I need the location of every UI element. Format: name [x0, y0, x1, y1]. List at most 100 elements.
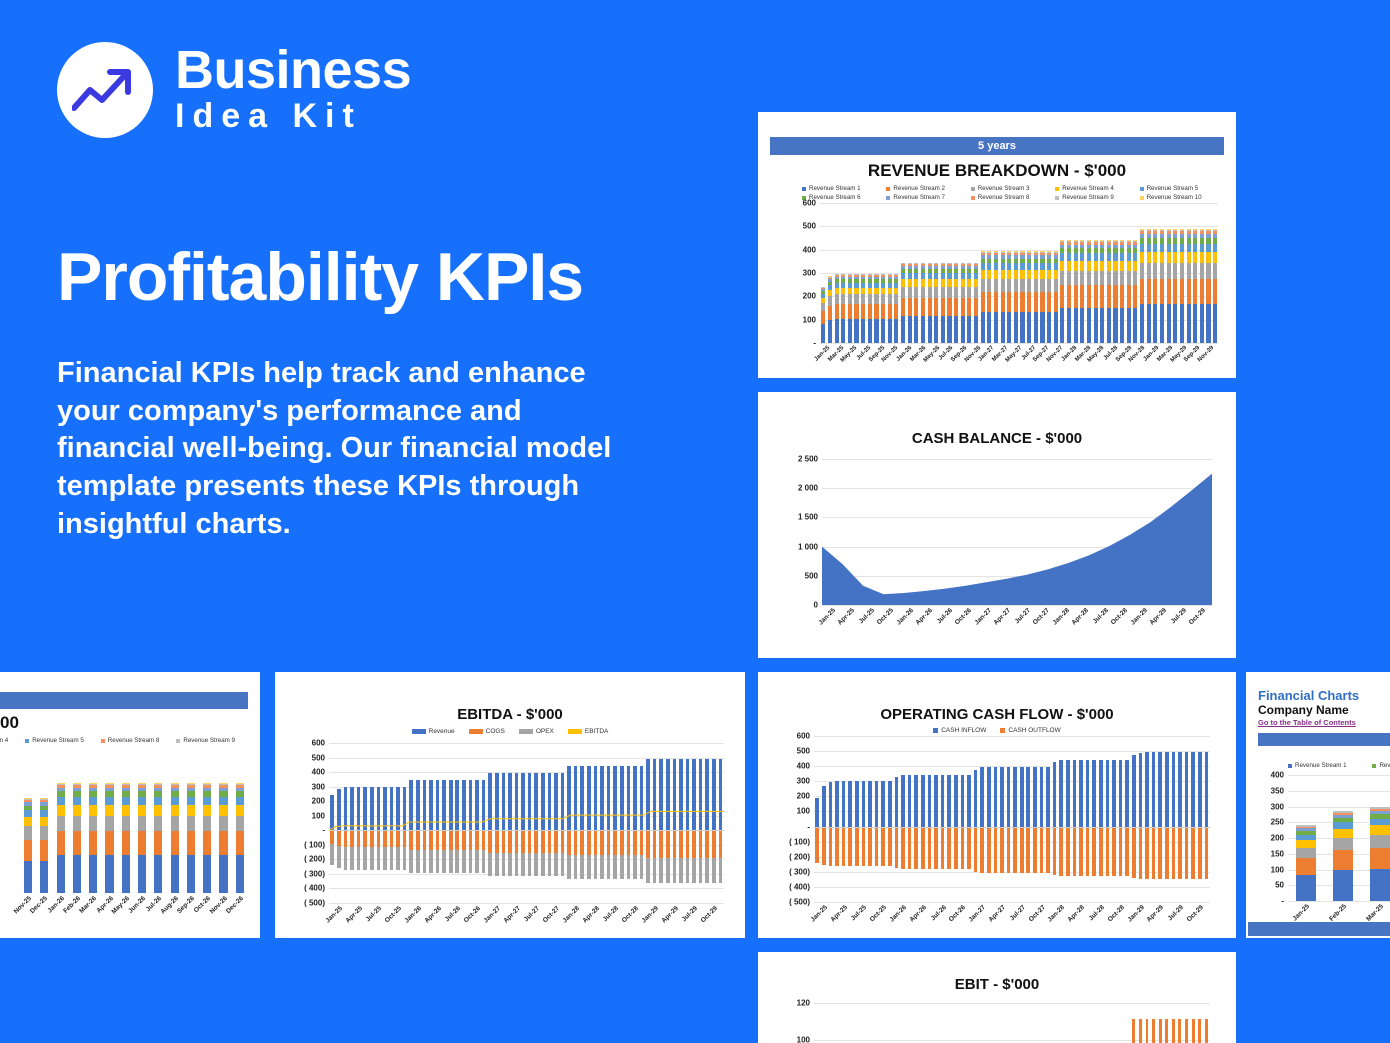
bar-segment: [974, 272, 979, 279]
bar-revenue: [494, 773, 499, 831]
bar-segment: [105, 783, 114, 786]
bar-segment: [1066, 253, 1072, 261]
bar-segment: [854, 287, 859, 295]
bar-segment: [1166, 229, 1171, 232]
y-axis-label: 50: [1275, 880, 1284, 890]
bar-segment: [920, 315, 925, 343]
bar-opex: [521, 852, 525, 876]
bar-segment: [881, 282, 886, 288]
bar-segment: [900, 263, 906, 265]
bar-segment: [219, 831, 228, 856]
bar-opex: [652, 858, 657, 883]
bar-segment: [1332, 850, 1354, 871]
chart-panel-ebitda: EBITDA - $'000 Revenue COGS OPEX EBITDA 600…: [275, 672, 745, 938]
bar-segment: [1013, 278, 1018, 292]
bar-group: [422, 743, 427, 903]
bar-segment: [235, 804, 244, 816]
bar-group: [573, 743, 578, 903]
bar-segment: [1126, 270, 1131, 286]
bar-segment: [1020, 255, 1025, 259]
bar-segment: [861, 275, 866, 277]
bar-segment: [1060, 241, 1065, 243]
bar-segment: [72, 785, 82, 788]
bar-segment: [907, 272, 912, 279]
bar-segment: [72, 855, 82, 893]
bar-cash-inflow: [1039, 766, 1044, 827]
bar-segment: [827, 320, 833, 343]
bar-group: [934, 736, 938, 902]
bar-revenue: [554, 773, 558, 831]
bar-cash-inflow: [901, 775, 905, 827]
bar-revenue: [389, 786, 394, 831]
bar-segment: [1159, 231, 1165, 234]
bar-cogs: [527, 830, 532, 853]
stacked-bar: [40, 797, 49, 893]
bar-segment: [1086, 248, 1091, 254]
stacked-bar: [72, 782, 82, 893]
x-axis-label: Apr-29: [660, 905, 680, 925]
bar-cogs: [639, 830, 644, 856]
bar-opex: [337, 846, 341, 869]
bar-opex: [692, 858, 696, 883]
bar-segment: [827, 281, 833, 286]
bar-cogs: [396, 830, 400, 848]
bar-cash-inflow: [881, 780, 886, 827]
chart-plot-area: 600 500 400 300 200 100- Jan-25 Mar-25 May-25 Jul…: [803, 199, 1218, 364]
bar-segment: [861, 287, 866, 295]
bar-group: [973, 736, 978, 902]
bar-segment: [1007, 252, 1012, 254]
bar-opex: [685, 858, 690, 883]
legend-swatch: [933, 728, 939, 733]
bar-cogs: [672, 830, 677, 859]
bar-segment: [105, 782, 114, 784]
table-of-contents-link[interactable]: Go to the Table of Contents: [1258, 718, 1356, 727]
gridline: [822, 546, 1212, 548]
bar-segment: [867, 294, 872, 305]
bar-segment: [1369, 868, 1390, 901]
bar-segment: [1060, 240, 1065, 242]
bar-segment: [1013, 251, 1018, 253]
bar-revenue: [435, 779, 440, 831]
bar-cogs: [508, 830, 512, 853]
bar-segment: [874, 274, 879, 276]
bar-segment: [219, 815, 228, 832]
bar-cogs: [402, 830, 407, 848]
gridline: [329, 873, 724, 875]
bar-segment: [40, 802, 49, 806]
bar-segment: [203, 791, 212, 797]
bar-cogs: [383, 830, 387, 848]
chart-panel-cash-balance: CASH BALANCE - $'000 2 500 2 000 1 500 1 00…: [758, 392, 1236, 658]
bar-cogs: [343, 830, 348, 848]
bar-segment: [1193, 243, 1198, 252]
bar-segment: [105, 831, 114, 856]
bar-cogs: [455, 830, 460, 851]
bar-group: [389, 743, 394, 903]
bar-segment: [1173, 278, 1178, 305]
bar-segment: [967, 286, 972, 298]
bar-cash-outflow: [973, 826, 978, 872]
legend-label: Revenue Stream 6: [1379, 762, 1390, 769]
bar-group: [593, 743, 598, 903]
zero-line: [814, 826, 1210, 828]
bar-segment: [1179, 237, 1184, 244]
stacked-bar: [1126, 240, 1131, 343]
y-axis-label: ( 500): [789, 897, 810, 907]
bar-segment: [1332, 811, 1354, 813]
bar-segment: [121, 804, 130, 816]
bar-segment: [170, 796, 179, 805]
bar-revenue: [330, 795, 335, 831]
bar-segment: [967, 262, 972, 264]
bar-segment: [154, 785, 163, 788]
x-axis-label: Apr-26: [423, 905, 443, 925]
stacked-bar: [235, 782, 244, 893]
bar-segment: [887, 275, 892, 277]
bar-segment: [1080, 248, 1085, 254]
bar-segment: [40, 805, 49, 811]
bar-segment: [821, 287, 826, 288]
bar-revenue: [534, 773, 539, 831]
bar-cogs: [514, 830, 519, 853]
bar-segment: [121, 783, 130, 786]
bar-segment: [219, 804, 228, 816]
bar-segment: [993, 263, 999, 270]
gridline: [814, 736, 1210, 737]
